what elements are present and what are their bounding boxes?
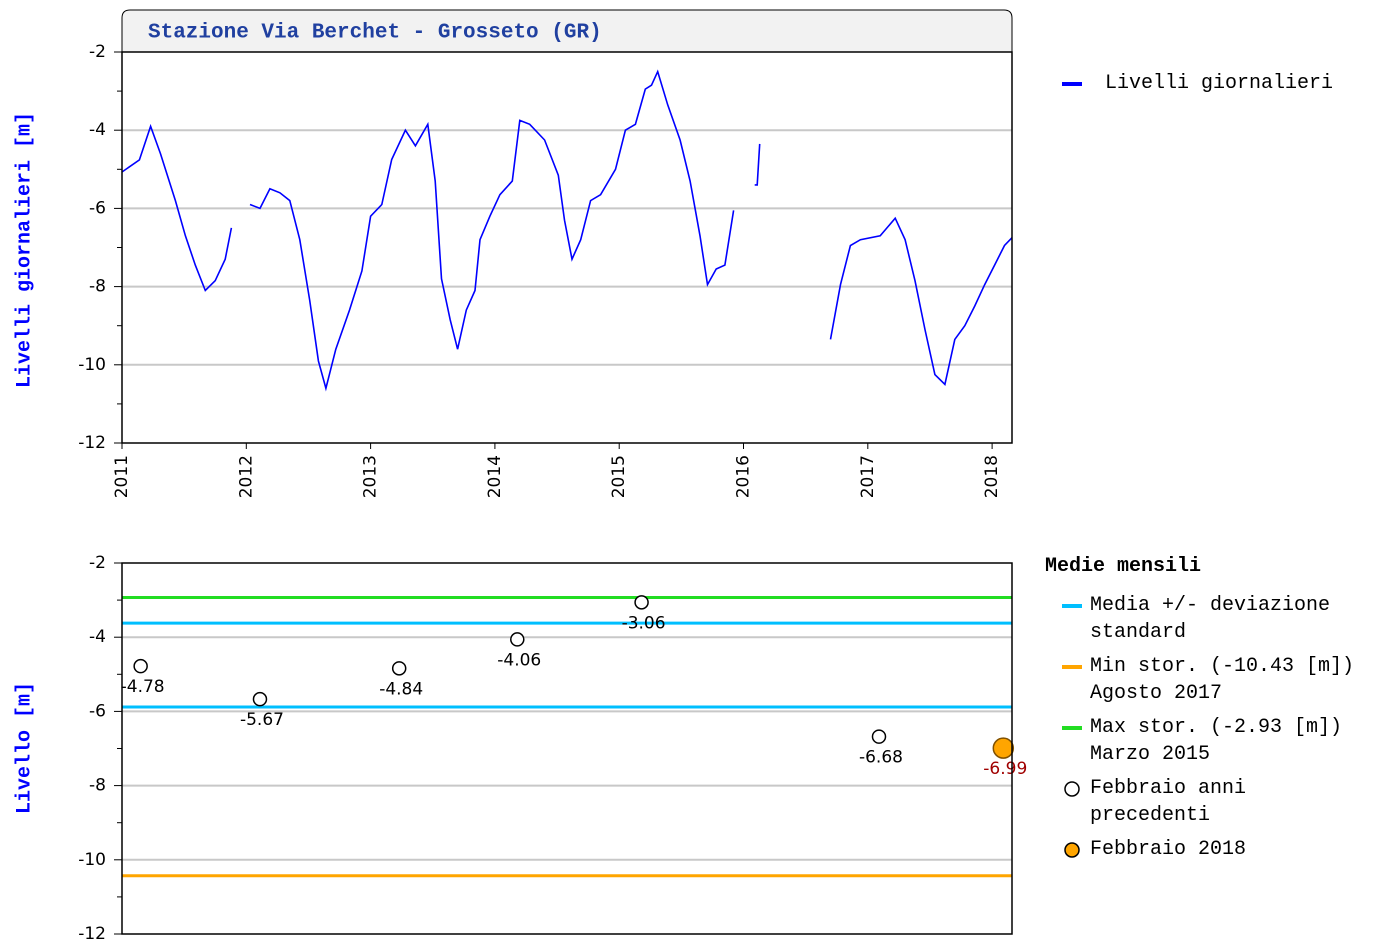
legend-label: Media +/- deviazione standard (1090, 594, 1331, 644)
y-tick-label: -6 (89, 701, 106, 721)
legend: Livelli giornalieri (1060, 70, 1385, 104)
plot-frame (121, 562, 1013, 935)
data-label: -5.67 (240, 710, 284, 730)
data-point (871, 729, 887, 744)
legend-swatch (1064, 842, 1080, 858)
legend-swatch (1062, 82, 1082, 86)
y-tick-label: -4 (89, 627, 106, 647)
legend-label: Febbraio anni precedenti (1090, 777, 1247, 827)
y-axis-label: Livello [m] (13, 682, 36, 814)
y-axis-label: Livelli giornalieri [m] (13, 112, 36, 388)
y-tick-label: -8 (89, 776, 106, 796)
plot-area (122, 52, 1012, 443)
legend-swatch (1064, 781, 1080, 797)
legend-swatch (1062, 726, 1082, 730)
legend-marker (1064, 781, 1080, 797)
plot-frame (121, 51, 1013, 444)
legend-swatch (1062, 665, 1082, 669)
data-label: -4.84 (379, 679, 423, 699)
x-tick-label: 2014 (485, 455, 505, 498)
legend-label: Min stor. (-10.43 [m]) Agosto 2017 (1090, 655, 1355, 705)
y-tick-label: -2 (89, 42, 106, 62)
data-point (634, 595, 649, 610)
x-tick-label: 2012 (236, 455, 256, 498)
y-tick-label: -6 (89, 198, 106, 218)
x-tick-label: 2016 (734, 455, 754, 498)
legend-marker (1064, 842, 1080, 858)
legend-entry: Livelli giornalieri (1060, 70, 1385, 97)
legend-entry: Febbraio 2018 (1045, 836, 1370, 863)
legend-label: Febbraio 2018 (1090, 838, 1247, 861)
data-label: -6.68 (859, 748, 903, 768)
data-label: -4.06 (497, 650, 541, 670)
y-tick-label: -12 (78, 924, 106, 943)
y-tick-label: -12 (78, 433, 106, 453)
plot-area (122, 563, 1012, 934)
legend-label: Max stor. (-2.93 [m]) Marzo 2015 (1090, 716, 1343, 766)
y-tick-label: -2 (89, 553, 106, 573)
data-label: -3.06 (622, 613, 666, 633)
legend-entry: Min stor. (-10.43 [m]) Agosto 2017 (1045, 653, 1370, 707)
x-tick-label: 2011 (112, 455, 132, 498)
chart-title: Stazione Via Berchet - Grosseto (GR) (148, 22, 602, 45)
y-tick-label: -4 (89, 120, 106, 140)
legend-title: Medie mensili (1045, 555, 1202, 578)
data-label: -4.78 (121, 677, 165, 697)
y-tick-label: -10 (78, 355, 106, 375)
legend: Medie mensili Media +/- deviazione stand… (1045, 553, 1370, 870)
data-point (992, 737, 1015, 759)
title-box (121, 9, 1013, 53)
y-tick-label: -10 (78, 850, 106, 870)
legend-label: Livelli giornalieri (1105, 72, 1334, 95)
legend-entry: Max stor. (-2.93 [m]) Marzo 2015 (1045, 714, 1370, 768)
y-tick-label: -8 (89, 277, 106, 297)
legend-entry: Media +/- deviazione standard (1045, 592, 1370, 646)
data-label: -6.99 (983, 759, 1027, 779)
data-point (133, 658, 148, 674)
legend-entry: Febbraio anni precedenti (1045, 775, 1370, 829)
x-tick-label: 2017 (858, 455, 878, 498)
legend-swatch (1062, 604, 1082, 608)
x-tick-label: 2015 (609, 455, 629, 498)
data-point (510, 632, 525, 647)
data-point (252, 691, 268, 707)
data-point (391, 661, 407, 676)
data-line (121, 69, 1013, 392)
x-tick-label: 2018 (982, 455, 1002, 498)
x-tick-label: 2013 (361, 455, 381, 498)
